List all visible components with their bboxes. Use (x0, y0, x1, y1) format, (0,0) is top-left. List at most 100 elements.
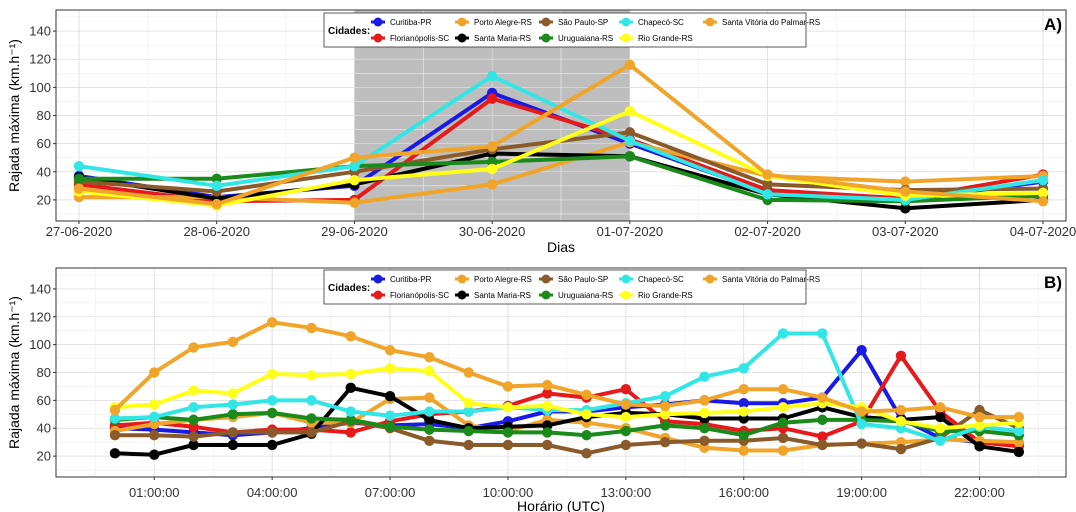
data-point (306, 395, 317, 406)
data-point (424, 392, 435, 403)
data-point (659, 436, 671, 448)
x-tick-label: 13:00:00 (601, 485, 652, 500)
data-point (109, 448, 121, 459)
data-point (659, 409, 671, 420)
data-point (211, 180, 222, 192)
data-point (463, 439, 474, 451)
data-point (900, 176, 911, 187)
y-tick-label: 40 (37, 164, 51, 179)
data-point (762, 179, 773, 190)
data-point (777, 432, 789, 444)
data-point (227, 388, 239, 399)
data-point (349, 152, 360, 163)
data-point (188, 431, 199, 442)
panel-b: 20 40 60 80 100 120 140 Rajada máxima (km.h⁻¹) 0… (6, 267, 1067, 512)
series-group (73, 59, 1049, 214)
data-point (486, 93, 498, 104)
data-point (900, 186, 911, 197)
data-point (624, 59, 636, 71)
data-point (895, 404, 907, 416)
x-tick-label: 29-06-2020 (321, 224, 388, 239)
legend-entry-label: São Paulo-SP (558, 18, 608, 27)
legend-title: Cidades: (328, 283, 370, 294)
x-tick-label: 19:00:00 (836, 485, 887, 500)
legend-box (323, 269, 807, 305)
data-point (424, 414, 435, 426)
data-point (486, 141, 498, 152)
series-line (112, 385, 1021, 457)
legend-key-point (373, 290, 383, 300)
data-point (974, 441, 985, 452)
data-point (935, 423, 946, 434)
x-tick-label: 04-07-2020 (1010, 224, 1076, 239)
y-tick-label: 40 (37, 421, 51, 436)
data-point (542, 388, 553, 399)
series-line (112, 320, 1021, 420)
data-point (149, 411, 160, 423)
data-point (424, 406, 435, 417)
legend-key-point (705, 17, 715, 27)
legend-title: Cidades: (328, 26, 370, 37)
data-point (463, 406, 474, 417)
series-line (112, 408, 1021, 456)
data-point (486, 70, 498, 82)
y-tick-label: 80 (37, 365, 51, 380)
data-point (856, 406, 867, 417)
data-point (306, 427, 317, 438)
data-point (738, 363, 749, 374)
data-point (620, 399, 632, 410)
legend-key-point (621, 274, 631, 284)
y-tick-label: 60 (37, 393, 51, 408)
data-point (463, 397, 474, 409)
data-point (777, 328, 789, 339)
data-point (486, 163, 498, 175)
data-point (384, 345, 396, 356)
x-axis-label: Horário (UTC) (517, 498, 605, 512)
data-point (188, 439, 199, 451)
data-point (486, 179, 498, 190)
data-point (699, 423, 710, 434)
legend-key-point (621, 17, 631, 27)
data-point (345, 382, 356, 394)
legend-key-point (373, 33, 383, 43)
data-point (227, 439, 239, 451)
legend-entry-label: Uruguaiana-RS (558, 291, 613, 300)
data-point (581, 389, 592, 400)
y-axis: 20 40 60 80 100 120 140 Rajada máxima (km.h⁻¹) (6, 24, 56, 207)
legend-entry-label: São Paulo-SP (558, 275, 608, 284)
legend-entry-label: Santa Vitória do Palmar-RS (722, 18, 820, 27)
x-tick-label: 22:00:00 (954, 485, 1005, 500)
y-tick-label: 60 (37, 136, 51, 151)
data-point (817, 414, 828, 426)
data-point (1013, 446, 1025, 458)
data-point (188, 385, 199, 396)
legend-key-point (457, 290, 467, 300)
data-point (895, 350, 907, 361)
data-point (188, 414, 199, 426)
legend-entry-label: Santa Maria-RS (474, 291, 531, 300)
legend-entry-label: Florianópolis-SC (390, 34, 449, 43)
y-tick-label: 140 (29, 281, 51, 296)
data-point (266, 395, 278, 406)
data-point (699, 395, 710, 406)
data-point (502, 381, 514, 392)
data-point (542, 427, 553, 438)
data-point (699, 435, 710, 446)
data-point (620, 425, 632, 437)
data-point (738, 430, 749, 441)
data-point (266, 439, 278, 451)
data-point (349, 160, 360, 172)
y-axis-label: Rajada máxima (km.h⁻¹) (6, 39, 22, 192)
data-point (266, 317, 278, 328)
data-point (502, 402, 514, 413)
x-tick-label: 04:00:00 (247, 485, 298, 500)
data-point (777, 384, 789, 395)
legend-key-point (373, 274, 383, 284)
panel-label: B) (1044, 273, 1062, 292)
data-point (266, 407, 278, 419)
data-point (227, 427, 239, 438)
x-tick-label: 02-07-2020 (734, 224, 801, 239)
data-point (817, 392, 828, 403)
legend-key-point (457, 17, 467, 27)
